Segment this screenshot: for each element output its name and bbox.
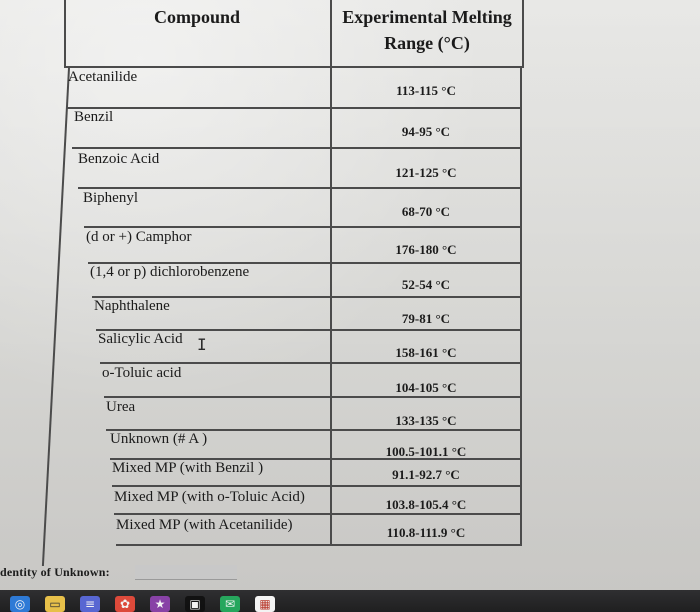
compound-benzoic-acid: Benzoic Acid [78, 151, 160, 167]
app-icon[interactable]: ▣ [185, 596, 205, 612]
row-line-7 [92, 296, 522, 298]
identity-of-unknown-label: dentity of Unknown: [0, 565, 110, 579]
row-line-11 [106, 429, 522, 431]
calendar-icon[interactable]: ▦ [255, 596, 275, 612]
row-line-4 [78, 187, 522, 189]
header-compound: Compound [153, 7, 241, 27]
notes-icon[interactable]: ▭ [45, 596, 65, 612]
row-line-14 [114, 513, 522, 515]
row-line-5 [84, 226, 522, 228]
melting-point-table: Compound Experimental Melting Range (°C)… [41, 0, 524, 566]
range-naphthalene: 79-81 °C [401, 311, 451, 326]
range-benzil: 94-95 °C [401, 124, 451, 139]
range-mixed-mp-acetanilide: 110.8-111.9 °C [386, 525, 466, 540]
header-melting-line2: Range (°C) [384, 33, 470, 53]
row-line-6 [88, 262, 522, 264]
table-right-border-top [522, 0, 524, 68]
compound-unknown: Unknown (# A ) [110, 431, 208, 447]
compound-camphor: (d or +) Camphor [86, 229, 192, 245]
compound-dichlorobenzene: (1,4 or p) dichlorobenzene [90, 264, 250, 280]
identity-of-unknown-field[interactable] [135, 565, 237, 580]
range-camphor: 176-180 °C [395, 242, 457, 257]
table-left-border [41, 68, 70, 566]
range-urea: 133-135 °C [395, 413, 457, 428]
compound-mixed-mp-benzil: Mixed MP (with Benzil ) [112, 460, 264, 476]
list-icon[interactable]: ≡ [80, 596, 100, 612]
row-line-13 [112, 485, 522, 487]
compound-naphthalene: Naphthalene [94, 298, 170, 314]
messages-icon[interactable]: ✉ [220, 596, 240, 612]
range-dichlorobenzene: 52-54 °C [401, 277, 451, 292]
row-line-3 [72, 147, 522, 149]
dock [0, 590, 700, 612]
row-line-9 [100, 362, 522, 364]
header-melting-line1: Experimental Melting [342, 7, 512, 27]
compound-mixed-mp-acetanilide: Mixed MP (with Acetanilide) [116, 517, 293, 533]
table-divider-top [330, 0, 332, 68]
table-left-border-top [64, 0, 66, 68]
range-salicylic-acid: 158-161 °C [395, 345, 457, 360]
row-line-2 [66, 107, 522, 109]
compound-acetanilide: Acetanilide [68, 69, 138, 85]
range-mixed-mp-o-toluic: 103.8-105.4 °C [385, 497, 467, 512]
range-biphenyl: 68-70 °C [401, 204, 451, 219]
row-line-1 [64, 66, 524, 68]
row-line-12 [110, 458, 522, 460]
compound-benzil: Benzil [74, 109, 114, 125]
compound-o-toluic-acid: o-Toluic acid [102, 365, 182, 381]
safari-icon[interactable]: ◎ [10, 596, 30, 612]
compound-biphenyl: Biphenyl [83, 190, 138, 206]
compound-urea: Urea [106, 399, 136, 415]
range-o-toluic-acid: 104-105 °C [395, 380, 457, 395]
row-line-8 [96, 329, 522, 331]
compound-salicylic-acid: Salicylic Acid [98, 331, 183, 347]
table-divider [330, 68, 332, 546]
star-icon[interactable]: ★ [150, 596, 170, 612]
range-mixed-mp-benzil: 91.1-92.7 °C [392, 467, 460, 482]
table-right-border [520, 68, 522, 546]
row-line-15 [116, 544, 522, 546]
text-cursor-icon: I [197, 335, 207, 354]
range-unknown: 100.5-101.1 °C [385, 444, 467, 459]
row-line-10 [104, 396, 522, 398]
photos-icon[interactable]: ✿ [115, 596, 135, 612]
range-benzoic-acid: 121-125 °C [395, 165, 457, 180]
compound-mixed-mp-o-toluic: Mixed MP (with o-Toluic Acid) [114, 489, 305, 505]
range-acetanilide: 113-115 °C [396, 83, 456, 98]
